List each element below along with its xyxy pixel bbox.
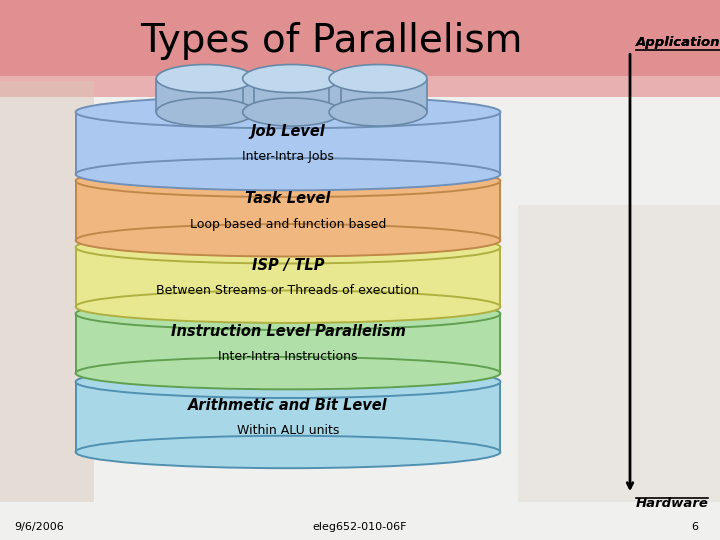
Ellipse shape [76,436,500,468]
Text: Job Level: Job Level [251,124,325,139]
Bar [0,0,720,78]
Ellipse shape [76,165,500,197]
Bar [329,78,427,112]
Ellipse shape [76,224,500,256]
Text: 6: 6 [691,522,698,532]
Ellipse shape [76,291,500,323]
Text: eleg652-010-06F: eleg652-010-06F [312,522,408,532]
Bar [0,81,94,502]
Ellipse shape [76,298,500,330]
Text: Between Streams or Threads of execution: Between Streams or Threads of execution [156,284,420,297]
Text: Within ALU units: Within ALU units [237,424,339,437]
Bar [518,205,720,502]
Bar [76,247,500,307]
Text: Types of Parallelism: Types of Parallelism [140,22,523,59]
Ellipse shape [243,98,341,126]
Text: Application: Application [636,36,720,49]
Text: Instruction Level Parallelism: Instruction Level Parallelism [171,324,405,339]
Text: Task Level: Task Level [246,191,330,206]
Bar [76,181,500,240]
Text: Loop based and function based: Loop based and function based [190,218,386,231]
Ellipse shape [76,357,500,389]
Ellipse shape [76,366,500,398]
Ellipse shape [329,98,427,126]
Ellipse shape [329,64,427,93]
Bar [0,76,720,97]
Ellipse shape [76,158,500,190]
Ellipse shape [156,98,254,126]
Ellipse shape [76,96,500,128]
Text: Application: Application [636,36,720,49]
Bar [156,78,254,112]
Ellipse shape [243,64,341,93]
Text: ISP / TLP: ISP / TLP [252,258,324,273]
Ellipse shape [76,231,500,264]
Text: 9/6/2006: 9/6/2006 [14,522,64,532]
Text: Inter-Intra Instructions: Inter-Intra Instructions [218,350,358,363]
Bar [76,112,500,174]
Bar [243,78,341,112]
Bar [76,382,500,452]
Text: Arithmetic and Bit Level: Arithmetic and Bit Level [188,397,388,413]
Text: Inter-Intra Jobs: Inter-Intra Jobs [242,150,334,163]
Ellipse shape [156,64,254,93]
Text: Hardware: Hardware [636,497,708,510]
Bar [76,314,500,373]
